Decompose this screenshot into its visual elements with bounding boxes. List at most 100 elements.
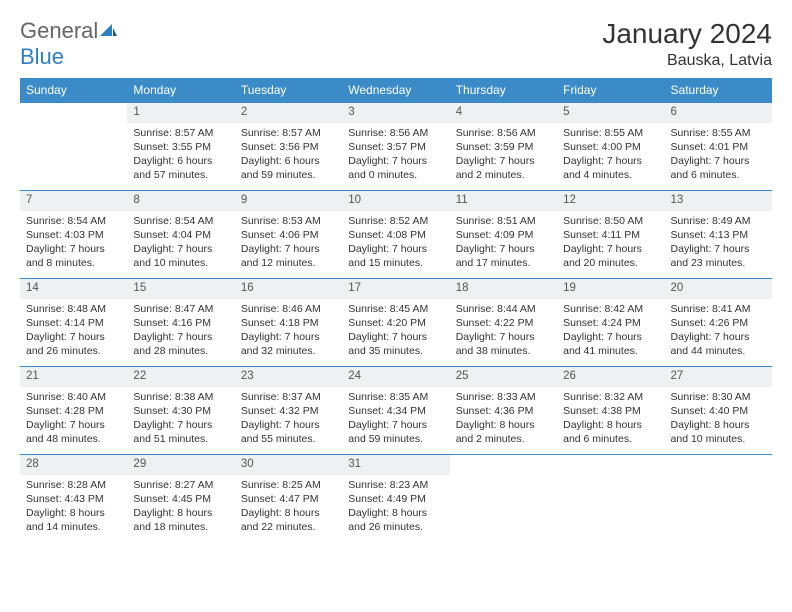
daylight-text: and 26 minutes. <box>348 520 443 534</box>
day-cell: Sunrise: 8:57 AMSunset: 3:56 PMDaylight:… <box>235 123 342 191</box>
weekday-header: Sunday <box>20 78 127 103</box>
daylight-text: and 10 minutes. <box>671 432 766 446</box>
empty-cell <box>557 475 664 543</box>
empty-cell <box>665 455 772 475</box>
day-number: 22 <box>127 367 234 387</box>
day-number: 26 <box>557 367 664 387</box>
daylight-text: Daylight: 7 hours <box>348 330 443 344</box>
daylight-text: Daylight: 7 hours <box>348 154 443 168</box>
daylight-text: and 51 minutes. <box>133 432 228 446</box>
daylight-text: Daylight: 7 hours <box>671 154 766 168</box>
daylight-text: Daylight: 8 hours <box>133 506 228 520</box>
daylight-text: Daylight: 8 hours <box>563 418 658 432</box>
day-cell: Sunrise: 8:37 AMSunset: 4:32 PMDaylight:… <box>235 387 342 455</box>
day-cell: Sunrise: 8:28 AMSunset: 4:43 PMDaylight:… <box>20 475 127 543</box>
day-cell: Sunrise: 8:25 AMSunset: 4:47 PMDaylight:… <box>235 475 342 543</box>
day-number: 18 <box>450 279 557 299</box>
day-cell: Sunrise: 8:23 AMSunset: 4:49 PMDaylight:… <box>342 475 449 543</box>
logo-text: GeneralBlue <box>20 18 118 70</box>
sunrise-text: Sunrise: 8:38 AM <box>133 390 228 404</box>
daylight-text: and 23 minutes. <box>671 256 766 270</box>
location-label: Bauska, Latvia <box>602 52 772 70</box>
daylight-text: Daylight: 8 hours <box>26 506 121 520</box>
day-cell: Sunrise: 8:49 AMSunset: 4:13 PMDaylight:… <box>665 211 772 279</box>
daynum-row: 28293031 <box>20 455 772 475</box>
sunset-text: Sunset: 4:49 PM <box>348 492 443 506</box>
day-number: 24 <box>342 367 449 387</box>
sunset-text: Sunset: 4:00 PM <box>563 140 658 154</box>
daylight-text: Daylight: 7 hours <box>456 154 551 168</box>
sunset-text: Sunset: 4:43 PM <box>26 492 121 506</box>
logo-part1: General <box>20 18 98 43</box>
day-number: 13 <box>665 191 772 211</box>
daylight-text: and 32 minutes. <box>241 344 336 358</box>
daylight-text: and 18 minutes. <box>133 520 228 534</box>
sunrise-text: Sunrise: 8:27 AM <box>133 478 228 492</box>
daylight-text: Daylight: 7 hours <box>456 330 551 344</box>
sunrise-text: Sunrise: 8:42 AM <box>563 302 658 316</box>
day-cell: Sunrise: 8:35 AMSunset: 4:34 PMDaylight:… <box>342 387 449 455</box>
data-row: Sunrise: 8:40 AMSunset: 4:28 PMDaylight:… <box>20 387 772 455</box>
day-number: 1 <box>127 103 234 123</box>
daylight-text: Daylight: 7 hours <box>563 242 658 256</box>
day-number: 19 <box>557 279 664 299</box>
sunrise-text: Sunrise: 8:54 AM <box>26 214 121 228</box>
daylight-text: and 59 minutes. <box>348 432 443 446</box>
daylight-text: and 38 minutes. <box>456 344 551 358</box>
daylight-text: and 20 minutes. <box>563 256 658 270</box>
sunrise-text: Sunrise: 8:48 AM <box>26 302 121 316</box>
day-number: 20 <box>665 279 772 299</box>
sunset-text: Sunset: 4:16 PM <box>133 316 228 330</box>
data-row: Sunrise: 8:54 AMSunset: 4:03 PM Daylight:… <box>20 211 772 279</box>
sunrise-text: Sunrise: 8:32 AM <box>563 390 658 404</box>
sunset-text: Sunset: 4:38 PM <box>563 404 658 418</box>
logo: GeneralBlue <box>20 18 118 70</box>
daylight-text: and 35 minutes. <box>348 344 443 358</box>
day-number: 30 <box>235 455 342 475</box>
daylight-text: Daylight: 7 hours <box>456 242 551 256</box>
day-number: 10 <box>342 191 449 211</box>
sunrise-text: Sunrise: 8:33 AM <box>456 390 551 404</box>
daylight-text: Daylight: 6 hours <box>133 154 228 168</box>
daylight-text: and 4 minutes. <box>563 168 658 182</box>
day-number: 15 <box>127 279 234 299</box>
daylight-text: Daylight: 8 hours <box>456 418 551 432</box>
daynum-row: 123456 <box>20 103 772 123</box>
daylight-text: and 44 minutes. <box>671 344 766 358</box>
day-number: 29 <box>127 455 234 475</box>
calendar-table: SundayMondayTuesdayWednesdayThursdayFrid… <box>20 78 772 543</box>
day-number: 27 <box>665 367 772 387</box>
sunrise-text: Sunrise: 8:25 AM <box>241 478 336 492</box>
day-cell: Sunrise: 8:57 AMSunset: 3:55 PMDaylight:… <box>127 123 234 191</box>
daylight-text: Daylight: 7 hours <box>241 242 336 256</box>
day-cell: Sunrise: 8:48 AMSunset: 4:14 PMDaylight:… <box>20 299 127 367</box>
sunrise-text: Sunrise: 8:46 AM <box>241 302 336 316</box>
sunset-text: Sunset: 4:30 PM <box>133 404 228 418</box>
daylight-text: Daylight: 7 hours <box>348 242 443 256</box>
weekday-header: Saturday <box>665 78 772 103</box>
daylight-text: Daylight: 7 hours <box>133 330 228 344</box>
sunset-text: Sunset: 4:40 PM <box>671 404 766 418</box>
daylight-text: Daylight: 7 hours <box>563 330 658 344</box>
daylight-text: Daylight: 7 hours <box>133 418 228 432</box>
sunset-text: Sunset: 3:56 PM <box>241 140 336 154</box>
day-number: 11 <box>450 191 557 211</box>
sunset-text: Sunset: 3:57 PM <box>348 140 443 154</box>
sunrise-text: Sunrise: 8:28 AM <box>26 478 121 492</box>
sunset-text: Sunset: 4:47 PM <box>241 492 336 506</box>
day-cell: Sunrise: 8:54 AMSunset: 4:03 PMDaylight:… <box>20 211 127 279</box>
sunset-text: Sunset: 4:03 PM <box>26 228 121 242</box>
day-number: 17 <box>342 279 449 299</box>
day-cell: Sunrise: 8:56 AMSunset: 3:57 PMDaylight:… <box>342 123 449 191</box>
daylight-text: Daylight: 8 hours <box>348 506 443 520</box>
header: GeneralBlue January 2024 Bauska, Latvia <box>20 18 772 70</box>
weekday-header: Friday <box>557 78 664 103</box>
weekday-header: Tuesday <box>235 78 342 103</box>
sunrise-text: Sunrise: 8:49 AM <box>671 214 766 228</box>
daylight-text: and 57 minutes. <box>133 168 228 182</box>
day-number: 9 <box>235 191 342 211</box>
sunset-text: Sunset: 4:45 PM <box>133 492 228 506</box>
daylight-text: Daylight: 7 hours <box>241 330 336 344</box>
sunset-text: Sunset: 4:09 PM <box>456 228 551 242</box>
day-cell: Sunrise: 8:47 AMSunset: 4:16 PMDaylight:… <box>127 299 234 367</box>
